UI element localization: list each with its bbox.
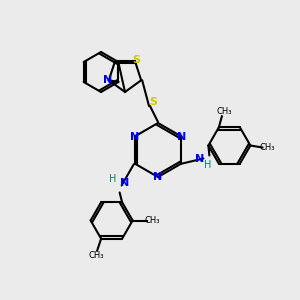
Text: CH₃: CH₃ xyxy=(88,251,104,260)
Text: N: N xyxy=(120,178,129,188)
Text: H: H xyxy=(109,175,116,184)
Text: CH₃: CH₃ xyxy=(260,143,275,152)
Text: N: N xyxy=(177,131,186,142)
Text: N: N xyxy=(103,75,112,85)
Text: CH₃: CH₃ xyxy=(145,216,161,225)
Text: CH₃: CH₃ xyxy=(216,107,232,116)
Text: N: N xyxy=(195,154,204,164)
Text: S: S xyxy=(149,97,157,107)
Text: H: H xyxy=(204,160,211,170)
Text: N: N xyxy=(130,131,139,142)
Text: S: S xyxy=(132,55,140,65)
Text: N: N xyxy=(153,172,163,182)
